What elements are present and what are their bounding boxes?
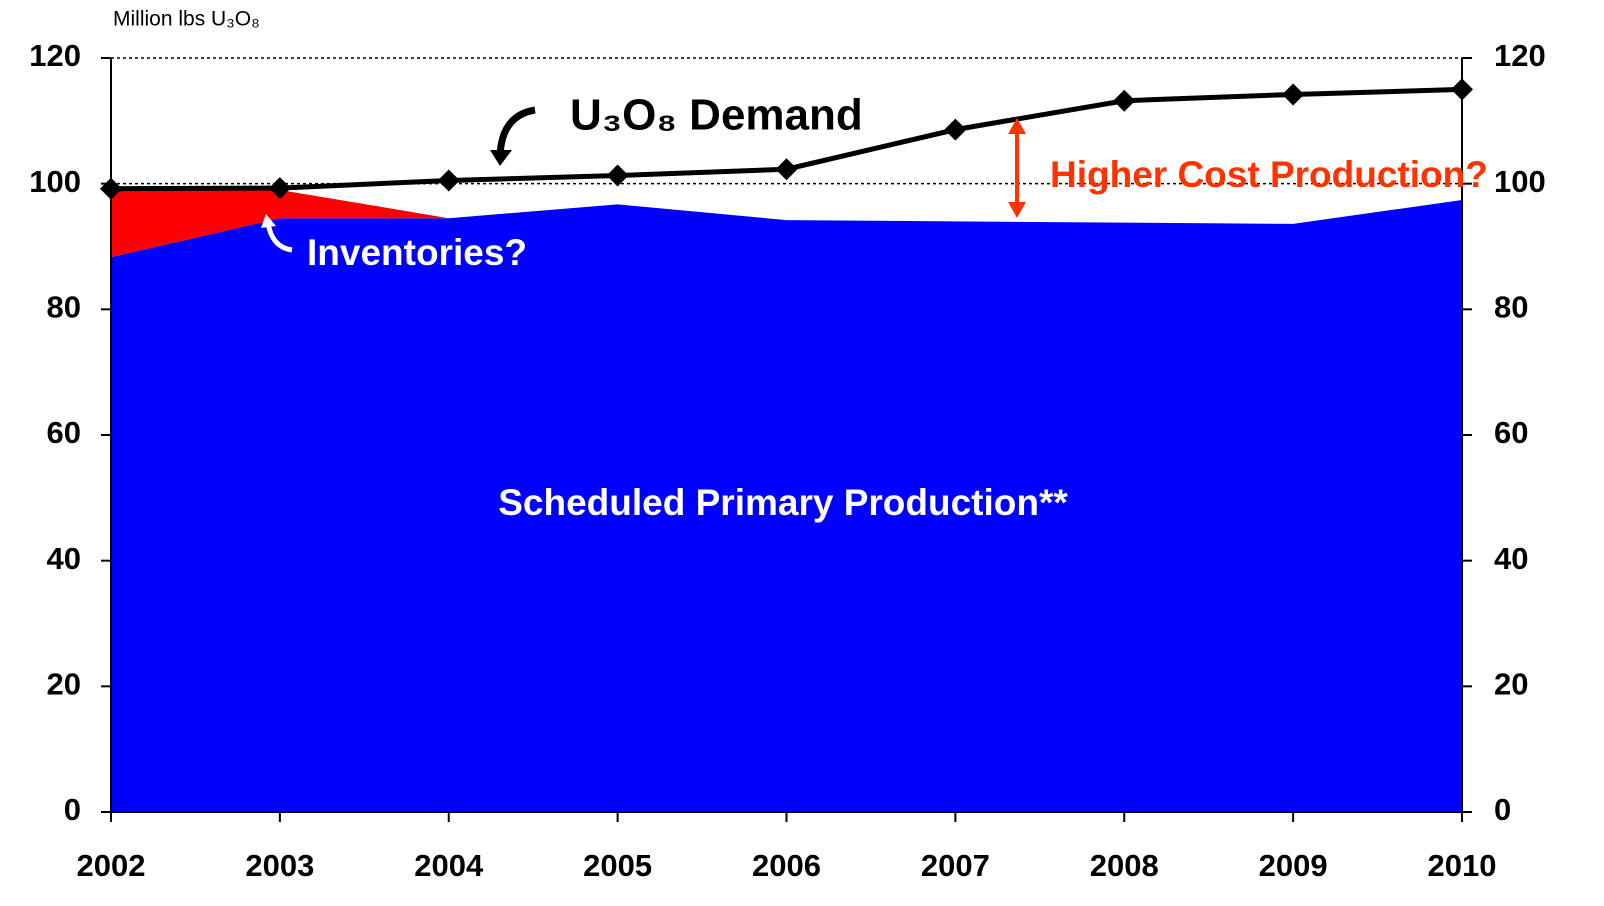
inventories-label: Inventories? — [307, 232, 527, 273]
demand-label: U₃O₈ Demand — [570, 91, 863, 140]
marker — [1451, 78, 1473, 101]
y2-tick-label: 20 — [1494, 667, 1528, 702]
axis-label: Million lbs U₃O₈ — [113, 8, 260, 31]
marker — [100, 177, 122, 200]
x-tick-label: 2006 — [752, 848, 821, 883]
y-tick-label: 120 — [29, 38, 81, 73]
x-tick-label: 2008 — [1090, 848, 1159, 883]
marker — [775, 158, 798, 181]
demand-arrowhead — [490, 150, 512, 166]
marker — [944, 118, 967, 141]
x-tick-label: 2005 — [583, 848, 652, 883]
x-tick-label: 2007 — [921, 848, 990, 883]
y2-tick-label: 100 — [1494, 164, 1546, 199]
y-tick-label: 100 — [29, 164, 81, 199]
y-tick-label: 80 — [47, 290, 81, 325]
area — [111, 189, 1462, 258]
y-tick-label: 60 — [47, 415, 81, 450]
axes: 0 20 40 60 80 100 120 0 20 40 60 80 100 120 2002 2003 20… — [29, 38, 1545, 883]
marker — [1113, 89, 1136, 112]
production-label: Scheduled Primary Production** — [498, 482, 1068, 523]
x-tick-label: 2002 — [77, 848, 146, 883]
marker — [606, 164, 629, 187]
y-tick-label: 40 — [47, 541, 81, 576]
marker — [1282, 83, 1305, 106]
y2-tick-label: 0 — [1494, 792, 1511, 827]
areas — [111, 189, 1462, 813]
y2-tick-label: 40 — [1494, 541, 1528, 576]
marker — [437, 169, 460, 192]
y2-tick-label: 80 — [1494, 290, 1528, 325]
x-tick-label: 2009 — [1259, 848, 1328, 883]
y-tick-label: 20 — [47, 667, 81, 702]
marker — [268, 177, 291, 200]
y2-tick-label: 120 — [1494, 38, 1546, 73]
x-tick-label: 2010 — [1428, 848, 1497, 883]
x-tick-label: 2003 — [245, 848, 314, 883]
higher-cost-label: Higher Cost Production? — [1050, 154, 1488, 195]
area — [111, 200, 1462, 813]
lines — [100, 78, 1473, 200]
inventories-arrowhead — [261, 214, 276, 228]
x-tick-label: 2004 — [414, 848, 484, 883]
y2-tick-label: 60 — [1494, 415, 1528, 450]
y-tick-label: 0 — [64, 792, 81, 827]
